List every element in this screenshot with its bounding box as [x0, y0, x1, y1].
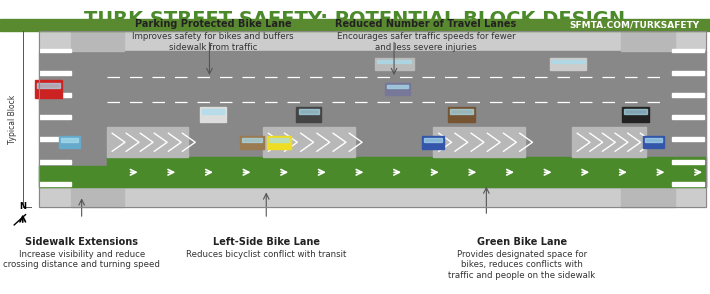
- Bar: [424, 138, 442, 142]
- Text: Increase visibility and reduce
crossing distance and turning speed: Increase visibility and reduce crossing …: [4, 250, 160, 269]
- Text: SFMTA.COM/TURKSAFETY: SFMTA.COM/TURKSAFETY: [569, 20, 699, 29]
- Bar: [202, 109, 224, 113]
- Text: Green Bike Lane: Green Bike Lane: [477, 237, 567, 247]
- Bar: [386, 83, 410, 95]
- Text: Encourages safer traffic speeds for fewer
and less severe injuries: Encourages safer traffic speeds for fewe…: [337, 32, 515, 52]
- Bar: [39, 182, 71, 186]
- Bar: [71, 187, 124, 207]
- Bar: [71, 31, 124, 51]
- Bar: [39, 93, 71, 97]
- Text: Provides designated space for
bikes, reduces conflicts with
traffic and people o: Provides designated space for bikes, red…: [448, 250, 596, 280]
- Bar: [59, 136, 80, 148]
- Bar: [39, 51, 706, 187]
- Bar: [39, 71, 71, 75]
- Bar: [621, 31, 674, 51]
- Bar: [242, 138, 261, 142]
- Bar: [267, 136, 291, 149]
- Text: Parking Protected Bike Lane: Parking Protected Bike Lane: [135, 19, 291, 29]
- Bar: [263, 127, 355, 157]
- Text: Reduces bicyclist conflict with transit: Reduces bicyclist conflict with transit: [186, 250, 346, 259]
- Bar: [0, 19, 710, 31]
- Bar: [39, 49, 71, 52]
- Text: Reduced Number of Travel Lanes: Reduced Number of Travel Lanes: [335, 19, 517, 29]
- Bar: [433, 127, 525, 157]
- Bar: [572, 127, 646, 157]
- Bar: [37, 83, 60, 88]
- Bar: [422, 136, 444, 149]
- Bar: [672, 182, 704, 186]
- Bar: [645, 138, 662, 142]
- Bar: [643, 136, 664, 148]
- Bar: [39, 31, 706, 51]
- Bar: [39, 166, 106, 187]
- Bar: [621, 187, 674, 207]
- Bar: [106, 127, 188, 157]
- Bar: [375, 58, 414, 70]
- Bar: [377, 60, 412, 63]
- Bar: [39, 138, 71, 141]
- Bar: [35, 80, 62, 98]
- Bar: [39, 160, 71, 163]
- Bar: [622, 107, 649, 122]
- Bar: [39, 187, 706, 207]
- Bar: [624, 109, 647, 113]
- Bar: [240, 136, 264, 149]
- Bar: [672, 49, 704, 52]
- Bar: [672, 138, 704, 141]
- Bar: [297, 107, 322, 122]
- Text: Improves safety for bikes and buffers
sidewalk from traffic: Improves safety for bikes and buffers si…: [132, 32, 294, 52]
- Text: Typical Block: Typical Block: [9, 94, 17, 144]
- Bar: [672, 93, 704, 97]
- Bar: [672, 160, 704, 163]
- Bar: [672, 71, 704, 75]
- Bar: [61, 138, 78, 142]
- Text: N: N: [19, 202, 26, 211]
- Bar: [448, 107, 475, 122]
- Bar: [299, 109, 320, 113]
- Text: Left-Side Bike Lane: Left-Side Bike Lane: [213, 237, 320, 247]
- Bar: [39, 115, 71, 119]
- Bar: [450, 109, 473, 113]
- Bar: [106, 157, 706, 187]
- Bar: [270, 138, 288, 142]
- Bar: [39, 31, 706, 207]
- Bar: [388, 85, 408, 88]
- Bar: [672, 115, 704, 119]
- Text: Sidewalk Extensions: Sidewalk Extensions: [25, 237, 138, 247]
- Bar: [552, 60, 584, 63]
- Bar: [200, 107, 226, 122]
- Text: TURK STREET SAFETY: POTENTIAL BLOCK DESIGN: TURK STREET SAFETY: POTENTIAL BLOCK DESI…: [84, 10, 626, 29]
- Bar: [550, 58, 586, 70]
